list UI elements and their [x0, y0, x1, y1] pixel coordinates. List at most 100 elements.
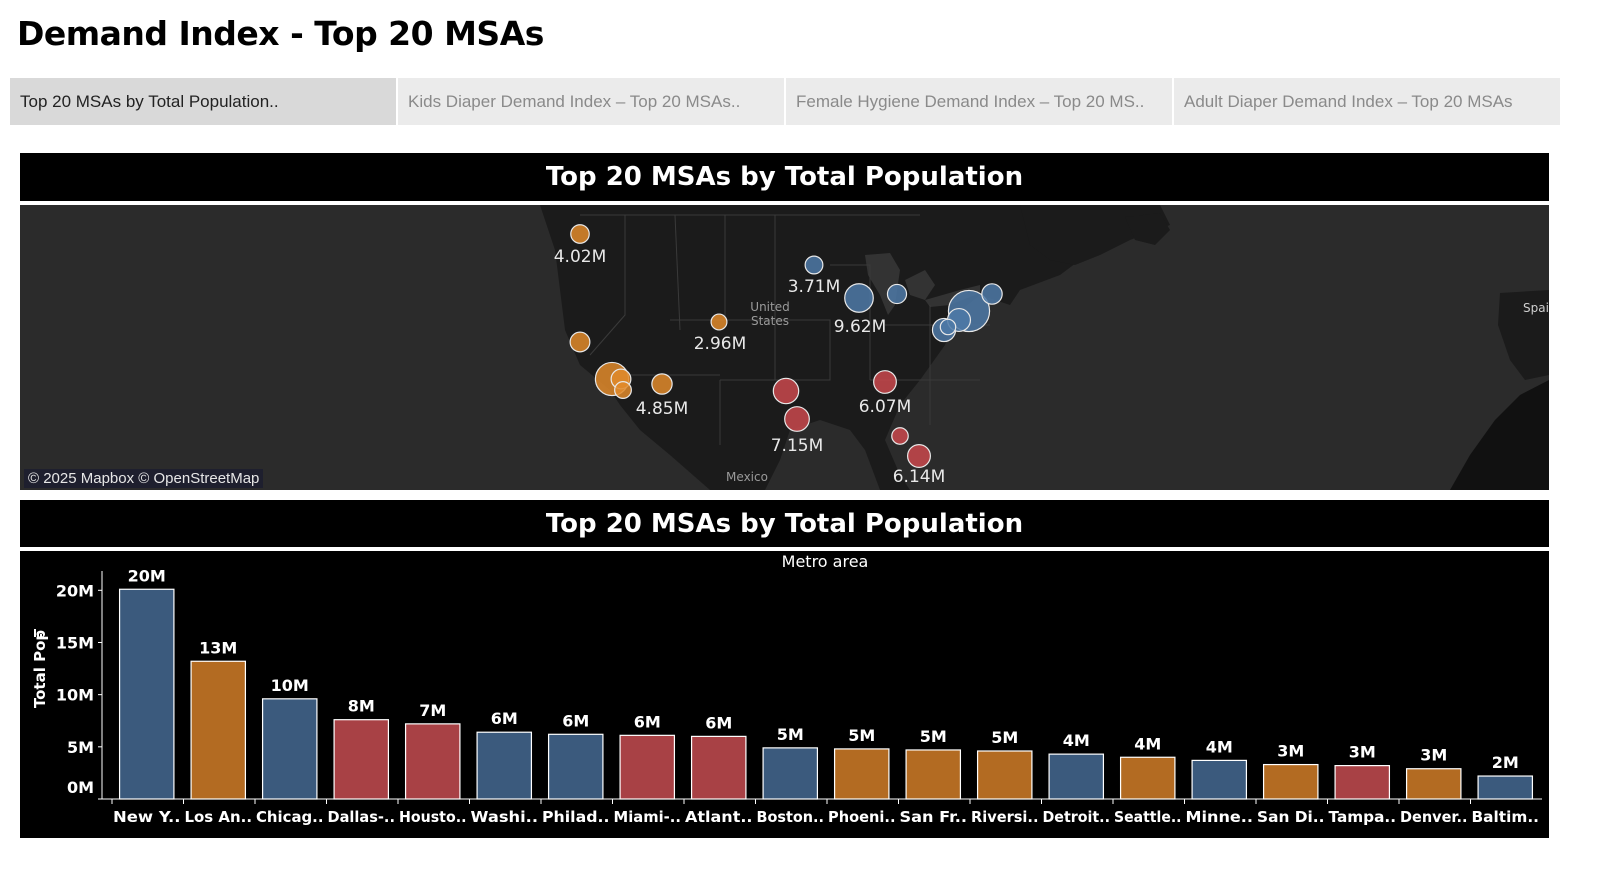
land-newfoundland	[1125, 213, 1170, 245]
y-tick-label: 5M	[67, 738, 94, 757]
bubble-label-atlanta: 6.07M	[858, 397, 912, 417]
map-bubble-phoenix[interactable]	[651, 373, 673, 395]
bar-19[interactable]	[1477, 775, 1534, 800]
bar-10[interactable]	[833, 748, 890, 800]
y-tick-label: 15M	[56, 633, 94, 652]
map-bubble-detroit[interactable]	[886, 283, 908, 305]
bar-16[interactable]	[1262, 763, 1319, 800]
map-attribution[interactable]: © 2025 Mapbox © OpenStreetMap	[24, 469, 264, 488]
x-tick-label[interactable]: New Y..	[113, 808, 181, 826]
x-tick-label[interactable]: Tampa..	[1329, 808, 1397, 826]
x-tick-label[interactable]: San Di..	[1257, 808, 1325, 826]
x-tick-label[interactable]: Denver..	[1400, 808, 1468, 826]
bar-data-label: 3M	[1420, 746, 1447, 765]
map-bubble-chicago[interactable]	[844, 283, 874, 313]
x-axis-title: Metro area	[782, 552, 869, 571]
bar-data-label: 6M	[562, 711, 589, 730]
bar-data-label: 4M	[1134, 734, 1161, 753]
bubble-label-seattle: 4.02M	[553, 247, 607, 267]
map-bubble-san-diego[interactable]	[614, 381, 632, 399]
bar-data-label: 7M	[419, 701, 446, 720]
map-bubble-seattle[interactable]	[570, 224, 590, 244]
tab-total-population[interactable]: Top 20 MSAs by Total Population..	[10, 78, 396, 125]
bar-4[interactable]	[404, 723, 461, 800]
bar-data-label: 10M	[271, 676, 309, 695]
x-tick-label[interactable]: Chicag..	[256, 808, 324, 826]
sort-icon[interactable]	[34, 629, 42, 637]
bar-data-label: 13M	[199, 638, 237, 657]
x-tick-label[interactable]: Dallas-..	[328, 808, 396, 826]
bar-data-label: 6M	[491, 709, 518, 728]
bar-17[interactable]	[1334, 765, 1391, 800]
tab-kids-diaper[interactable]: Kids Diaper Demand Index – Top 20 MSAs..	[398, 78, 784, 125]
land-north-america	[540, 205, 1110, 490]
x-tick-label[interactable]: Seattle..	[1114, 808, 1182, 826]
map-bubble-baltimore[interactable]	[939, 318, 957, 336]
bubble-label-houston: 7.15M	[770, 436, 824, 456]
tab-adult-diaper[interactable]: Adult Diaper Demand Index – Top 20 MSAs	[1174, 78, 1560, 125]
x-tick-label[interactable]: Boston..	[757, 808, 825, 826]
map-bubble-atlanta[interactable]	[873, 370, 897, 394]
tab-female-hygiene[interactable]: Female Hygiene Demand Index – Top 20 MS.…	[786, 78, 1172, 125]
bar-5[interactable]	[476, 731, 533, 800]
bar-data-label: 4M	[1206, 737, 1233, 756]
bar-data-label: 4M	[1063, 731, 1090, 750]
bar-3[interactable]	[333, 719, 390, 800]
bar-15[interactable]	[1191, 759, 1248, 800]
place-label-mexico: Mexico	[726, 470, 768, 484]
map-bubble-san-francisco[interactable]	[569, 331, 591, 353]
bar-7[interactable]	[619, 734, 676, 800]
x-tick-label[interactable]: Detroit..	[1043, 808, 1111, 826]
map-bubble-boston[interactable]	[981, 283, 1003, 305]
x-tick-label[interactable]: Atlant..	[685, 808, 753, 826]
place-label-spain: Spai	[1523, 301, 1549, 315]
map-bubble-miami[interactable]	[907, 444, 931, 468]
population-map[interactable]: United States Mexico Spai 4.02M 3.71M 9.…	[20, 205, 1549, 490]
bar-0[interactable]	[118, 588, 175, 800]
x-tick-label[interactable]: San Fr..	[900, 808, 968, 826]
x-tick-label[interactable]: Baltim..	[1472, 808, 1540, 826]
bubble-label-phoenix: 4.85M	[635, 399, 689, 419]
x-tick-label[interactable]: Housto..	[399, 808, 467, 826]
x-tick-label[interactable]: Minne..	[1186, 808, 1254, 826]
bar-14[interactable]	[1119, 756, 1176, 800]
bubble-label-chicago: 9.62M	[833, 317, 887, 337]
bar-8[interactable]	[690, 735, 747, 800]
x-tick-label[interactable]: Miami-..	[614, 808, 682, 826]
x-tick-label[interactable]: Riversi..	[971, 808, 1039, 826]
bar-2[interactable]	[261, 698, 318, 800]
bar-panel-title: Top 20 MSAs by Total Population	[20, 500, 1549, 548]
map-bubble-dallas[interactable]	[772, 377, 800, 405]
y-tick-label: 0M	[67, 778, 94, 797]
bar-6[interactable]	[547, 733, 604, 800]
map-bubble-houston[interactable]	[784, 406, 810, 432]
bar-data-label: 3M	[1277, 742, 1304, 761]
bar-13[interactable]	[1048, 753, 1105, 800]
x-tick-label[interactable]: Philad..	[542, 808, 610, 826]
x-tick-label[interactable]: Los An..	[185, 808, 253, 826]
state-borders	[580, 214, 990, 445]
map-panel-title: Top 20 MSAs by Total Population	[20, 153, 1549, 201]
x-tick-label[interactable]: Phoeni..	[828, 808, 896, 826]
place-name: United States	[750, 300, 790, 328]
dashboard-tabs: Top 20 MSAs by Total Population.. Kids D…	[10, 78, 1560, 125]
y-tick-label: 20M	[56, 581, 94, 600]
bar-18[interactable]	[1405, 768, 1462, 800]
bar-1[interactable]	[190, 660, 247, 800]
map-canvas[interactable]	[20, 205, 1549, 490]
bar-9[interactable]	[762, 747, 819, 800]
bar-data-label: 20M	[128, 566, 166, 585]
map-bubble-tampa[interactable]	[891, 427, 909, 445]
bar-12[interactable]	[976, 750, 1033, 800]
bar-11[interactable]	[905, 749, 962, 800]
bar-data-label: 5M	[777, 725, 804, 744]
bubble-label-denver: 2.96M	[693, 334, 747, 354]
bar-data-label: 2M	[1492, 753, 1519, 772]
place-label-united-states: United States	[750, 300, 789, 328]
land-iberia	[1498, 290, 1549, 380]
map-title-divider	[20, 201, 1549, 204]
map-bubble-minneapolis[interactable]	[804, 255, 824, 275]
map-bubble-denver[interactable]	[710, 313, 728, 331]
x-tick-label[interactable]: Washi..	[471, 808, 539, 826]
bar-data-label: 5M	[848, 726, 875, 745]
